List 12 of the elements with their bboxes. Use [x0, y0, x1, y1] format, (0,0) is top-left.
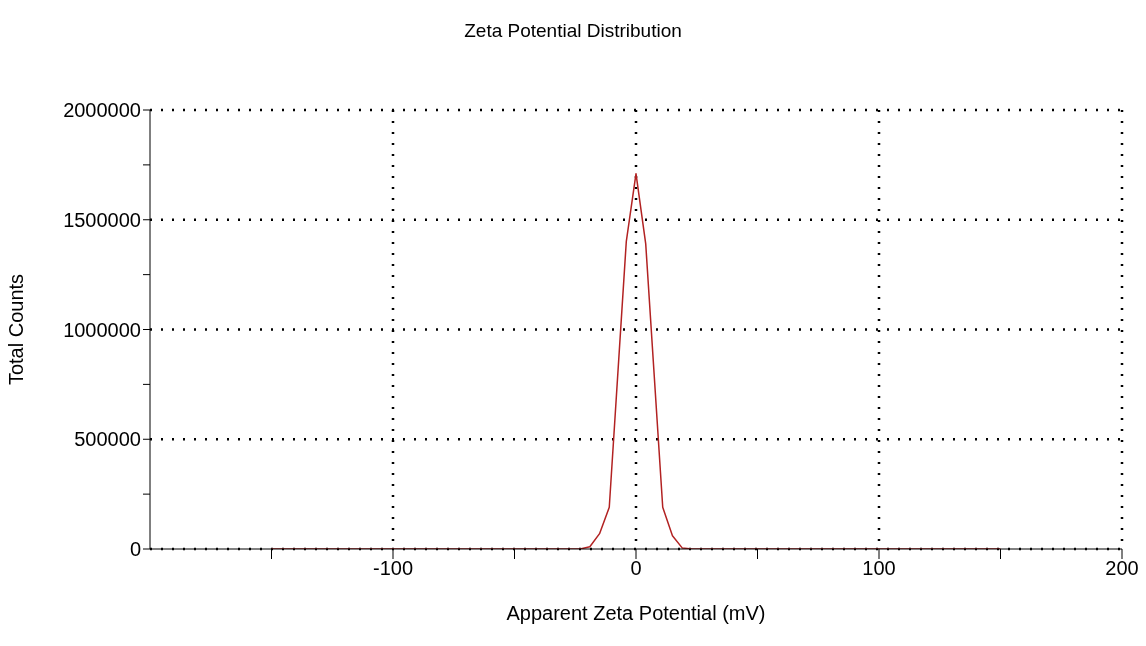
chart-title: Zeta Potential Distribution: [463, 20, 683, 42]
x-tick-label: -100: [372, 557, 414, 580]
y-tick-label: 1500000: [63, 208, 141, 231]
y-tick-label: 500000: [74, 428, 141, 451]
x-tick-label: 0: [630, 557, 642, 580]
y-tick-label: 0: [129, 538, 141, 561]
x-tick-label: 100: [862, 557, 896, 580]
y-tick-label: 2000000: [63, 99, 141, 122]
y-tick-label: 1000000: [63, 318, 141, 341]
x-axis-title: Apparent Zeta Potential (mV): [506, 602, 766, 624]
y-axis-title: Total Counts: [5, 273, 28, 386]
x-tick-label: 200: [1105, 557, 1139, 580]
